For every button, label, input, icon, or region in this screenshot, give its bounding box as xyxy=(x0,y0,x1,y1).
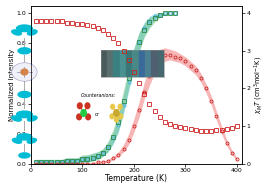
Text: or: or xyxy=(95,112,100,116)
Y-axis label: $\chi_M T$ (cm$^3$mol$^{-1}$K): $\chi_M T$ (cm$^3$mol$^{-1}$K) xyxy=(253,56,265,114)
Text: Counteranions:: Counteranions: xyxy=(80,92,115,98)
Y-axis label: Normalized Intensity: Normalized Intensity xyxy=(9,49,15,121)
X-axis label: Temperature (K): Temperature (K) xyxy=(105,174,167,184)
